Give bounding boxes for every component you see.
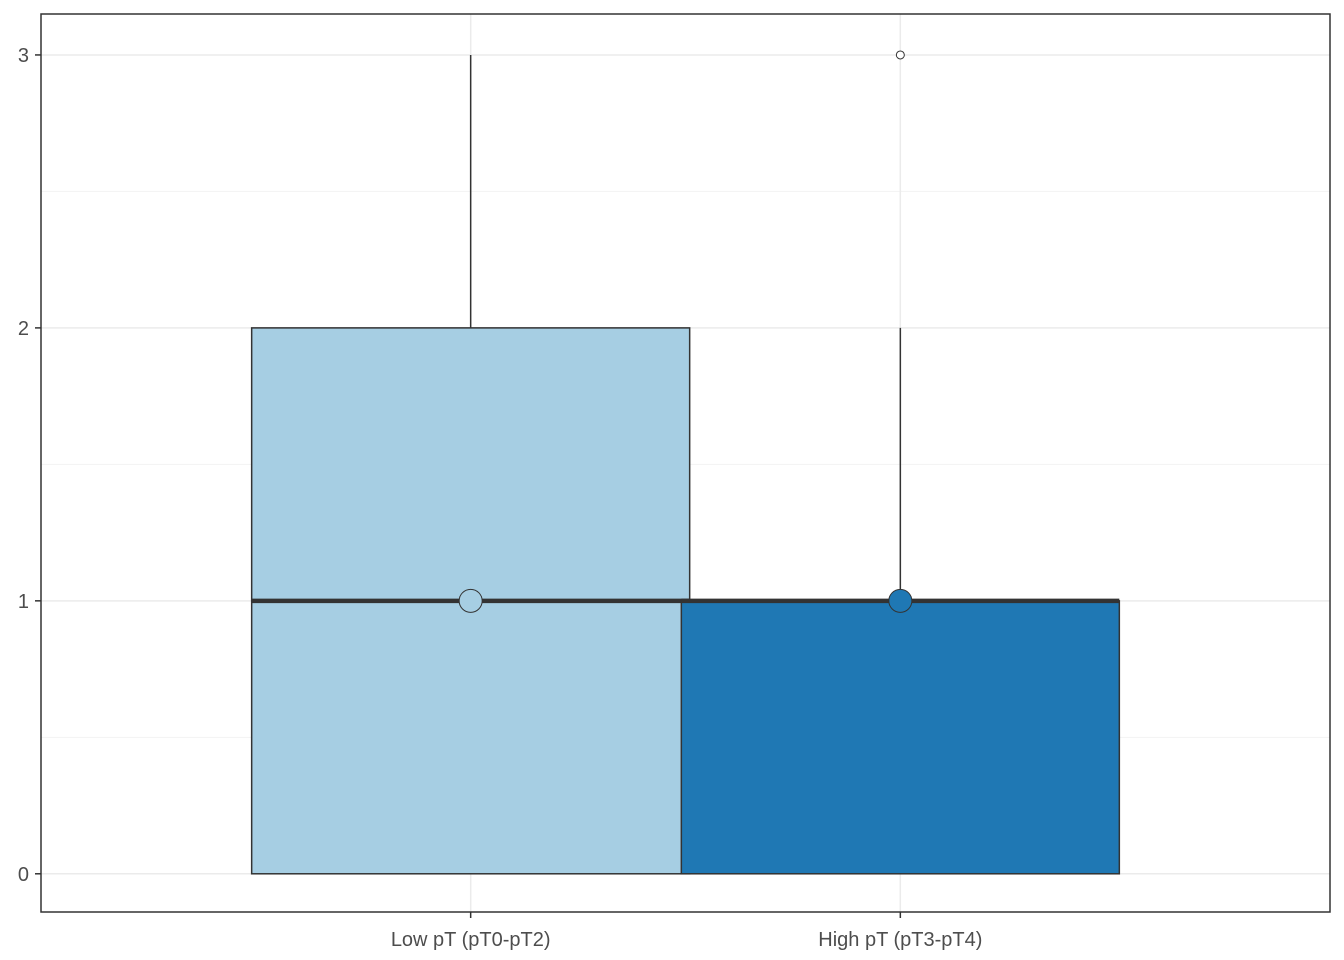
panel-border xyxy=(40,13,1331,913)
y-tick-label: 1 xyxy=(18,591,29,613)
box-series xyxy=(250,50,1121,875)
box-group xyxy=(680,50,1121,875)
mean-point xyxy=(458,588,483,613)
x-axis: Low pT (pT0-pT2) High pT (pT3-pT4) xyxy=(391,912,982,951)
outlier-point xyxy=(895,50,905,60)
x-tick-label: High pT (pT3-pT4) xyxy=(818,929,982,951)
box-group xyxy=(250,54,691,875)
y-axis: 0 1 2 3 xyxy=(18,45,41,886)
y-tick-label: 2 xyxy=(18,318,29,340)
y-tick-label: 0 xyxy=(18,864,29,886)
x-tick-label: Low pT (pT0-pT2) xyxy=(391,929,551,951)
box-body xyxy=(680,600,1121,875)
y-tick-label: 3 xyxy=(18,45,29,67)
mean-point xyxy=(888,588,913,613)
